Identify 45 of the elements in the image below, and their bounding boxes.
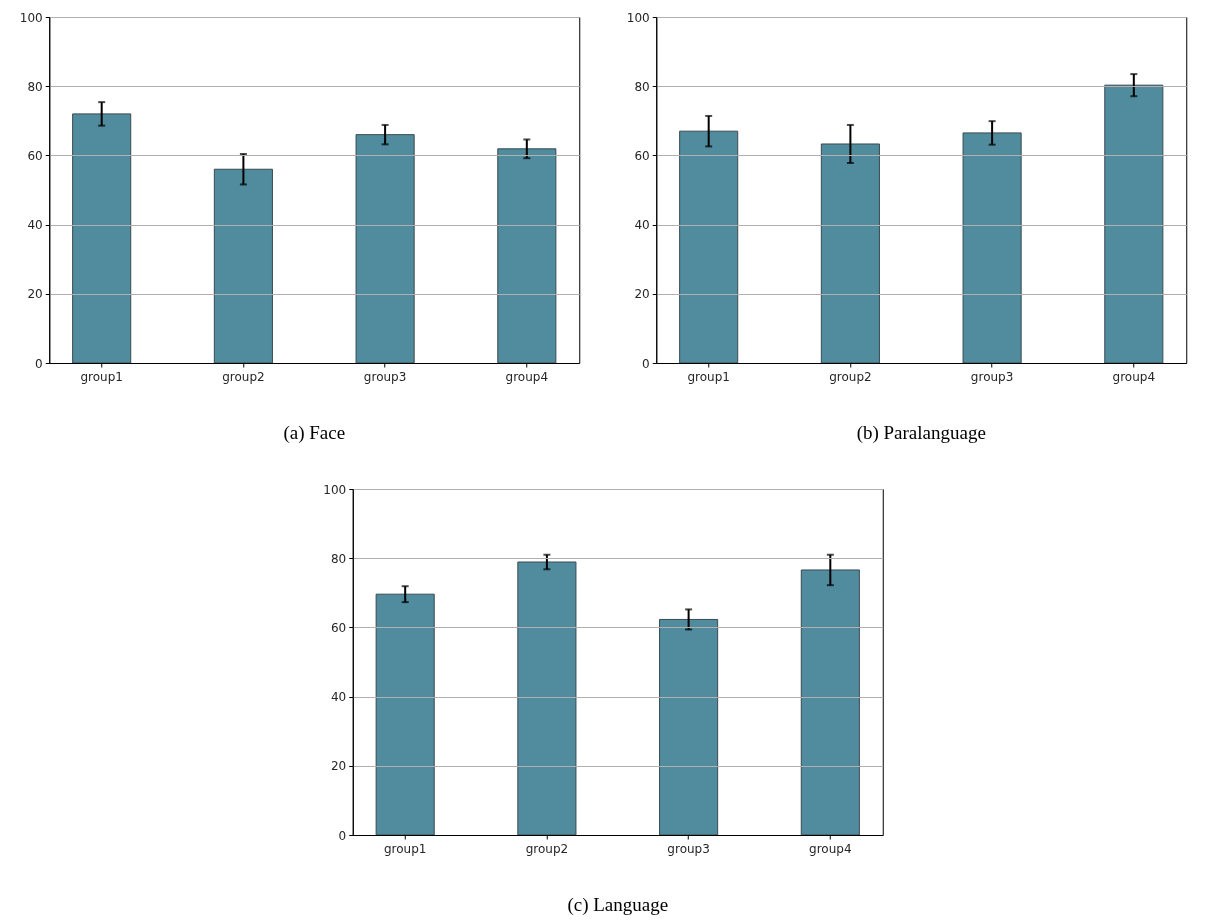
y-tick-label: 20 — [27, 287, 43, 302]
x-tick-label: group3 — [363, 369, 407, 384]
x-tick-label: group2 — [222, 369, 265, 384]
y-tick-label: 0 — [35, 356, 43, 371]
x-tick-label: group3 — [667, 841, 710, 856]
x-tick-label: group2 — [525, 841, 569, 856]
y-tick-label: 100 — [19, 10, 43, 25]
y-tick-label: 40 — [634, 218, 650, 233]
x-tick-label: group1 — [687, 369, 730, 384]
y-tick-label: 60 — [27, 148, 43, 163]
y-tick-label: 80 — [27, 79, 43, 94]
bar — [962, 132, 1022, 364]
y-tick-label: 80 — [330, 551, 347, 566]
x-tick-label: group4 — [505, 369, 549, 384]
bar — [213, 168, 273, 364]
bar — [800, 569, 860, 836]
y-tick-label: 20 — [330, 759, 347, 774]
y-tick-label: 0 — [338, 828, 347, 843]
y-tick-label: 40 — [330, 690, 347, 705]
bar — [820, 143, 880, 364]
x-tick-label: group3 — [970, 369, 1014, 384]
y-tick-label: 20 — [634, 287, 650, 302]
x-tick-label: group4 — [1112, 369, 1156, 384]
text: (b) Paralanguage — [856, 422, 986, 444]
bar — [355, 134, 415, 364]
bar — [1104, 84, 1164, 364]
y-tick-label: 60 — [330, 620, 347, 635]
y-tick-label: 80 — [634, 79, 650, 94]
bar — [72, 113, 132, 364]
bar — [679, 130, 739, 364]
x-tick-label: group1 — [383, 841, 427, 856]
y-tick-label: 40 — [27, 218, 43, 233]
x-tick-label: group1 — [80, 369, 123, 384]
text: (a) Face — [283, 422, 346, 444]
x-tick-label: group4 — [809, 841, 852, 856]
bar — [517, 561, 577, 836]
x-tick-label: group2 — [829, 369, 872, 384]
bar — [497, 148, 557, 364]
bar — [659, 618, 719, 836]
y-tick-label: 100 — [323, 482, 347, 497]
y-tick-label: 100 — [626, 10, 650, 25]
y-tick-label: 60 — [634, 148, 650, 163]
text: (c) Language — [567, 894, 669, 916]
bar — [375, 593, 435, 836]
y-tick-label: 0 — [642, 356, 650, 371]
